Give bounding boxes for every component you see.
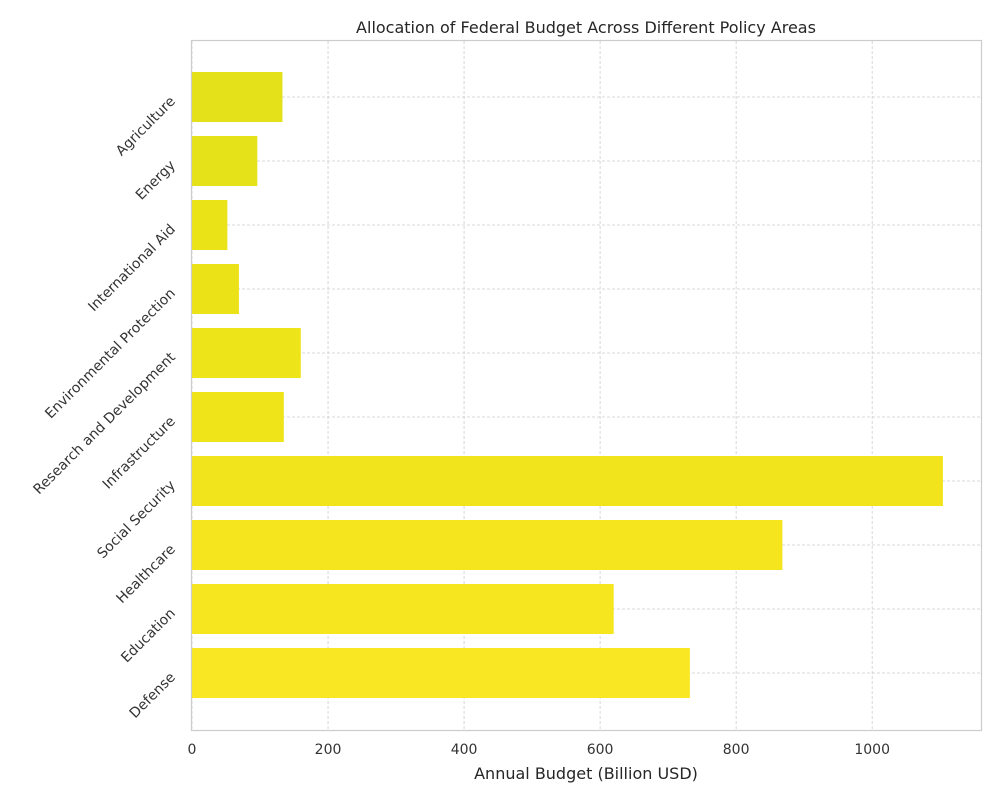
x-axis-ticks: 0 200 400 600 800 1000 bbox=[188, 742, 890, 758]
bar-international-aid bbox=[192, 200, 228, 250]
bar-defense bbox=[192, 648, 690, 698]
y-tick-label: Energy bbox=[133, 158, 179, 204]
x-tick-label: 200 bbox=[315, 742, 342, 758]
x-tick-label: 800 bbox=[723, 742, 750, 758]
chart-title: Allocation of Federal Budget Across Diff… bbox=[356, 18, 816, 37]
plot-frame bbox=[190, 39, 983, 732]
x-axis-label: Annual Budget (Billion USD) bbox=[474, 764, 698, 783]
x-tick-label: 600 bbox=[587, 742, 614, 758]
bar-social-security bbox=[192, 456, 943, 506]
bars bbox=[192, 72, 943, 698]
bar-infrastructure bbox=[192, 392, 284, 442]
bar-agriculture bbox=[192, 72, 283, 122]
y-tick-label: Agriculture bbox=[113, 94, 179, 160]
bar-environmental-protection bbox=[192, 264, 239, 314]
x-tick-label: 1000 bbox=[854, 742, 890, 758]
y-tick-label: Education bbox=[118, 606, 179, 667]
bar-education bbox=[192, 584, 614, 634]
x-tick-label: 400 bbox=[451, 742, 478, 758]
x-tick-label: 0 bbox=[188, 742, 197, 758]
bar-research-and-development bbox=[192, 328, 301, 378]
y-tick-label: Defense bbox=[127, 670, 179, 722]
y-tick-label: Healthcare bbox=[114, 542, 179, 607]
bar-energy bbox=[192, 136, 258, 186]
y-tick-label: Environmental Protection bbox=[42, 286, 179, 423]
bar-healthcare bbox=[192, 520, 783, 570]
